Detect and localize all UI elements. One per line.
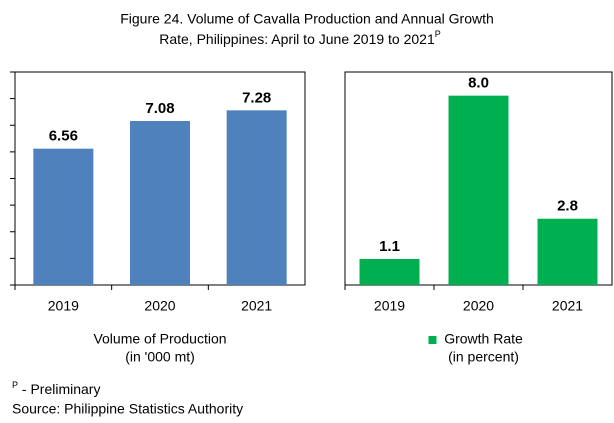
x-tick-label: 2020 <box>463 298 494 314</box>
bar <box>130 120 190 286</box>
value-label: 1.1 <box>379 238 400 255</box>
title-line: Rate, Philippines: April to June 2019 to… <box>159 29 441 46</box>
source: Source: Philippine Statistics Authority <box>12 401 243 417</box>
value-label: 7.08 <box>145 100 174 117</box>
x-tick-label: 2020 <box>144 298 175 314</box>
value-label: 6.56 <box>49 128 78 145</box>
value-label: 8.0 <box>468 75 489 92</box>
legend-label: (in '000 mt) <box>125 349 195 365</box>
x-tick-label: 2021 <box>241 298 272 314</box>
note-text: - Preliminary <box>18 381 100 397</box>
bar <box>226 110 287 285</box>
legend-label: Volume of Production <box>93 331 226 347</box>
bar <box>33 148 94 285</box>
note-mark: P <box>12 380 18 390</box>
note: P - Preliminary <box>12 380 100 396</box>
x-tick-label: 2019 <box>48 298 79 314</box>
title-line: Figure 24. Volume of Cavalla Production … <box>120 11 494 27</box>
bar <box>537 218 598 285</box>
x-tick-label: 2021 <box>552 298 583 314</box>
x-tick-label: 2019 <box>374 298 405 314</box>
title-superscript: P <box>435 29 441 39</box>
bar <box>448 95 509 286</box>
bar <box>359 258 420 285</box>
legend-label: (in percent) <box>448 349 519 365</box>
title-text: Rate, Philippines: April to June 2019 to… <box>159 31 435 47</box>
legend-marker <box>428 336 437 344</box>
value-label: 7.28 <box>242 89 271 106</box>
legend-label: Growth Rate <box>444 331 523 347</box>
value-label: 2.8 <box>557 198 578 215</box>
